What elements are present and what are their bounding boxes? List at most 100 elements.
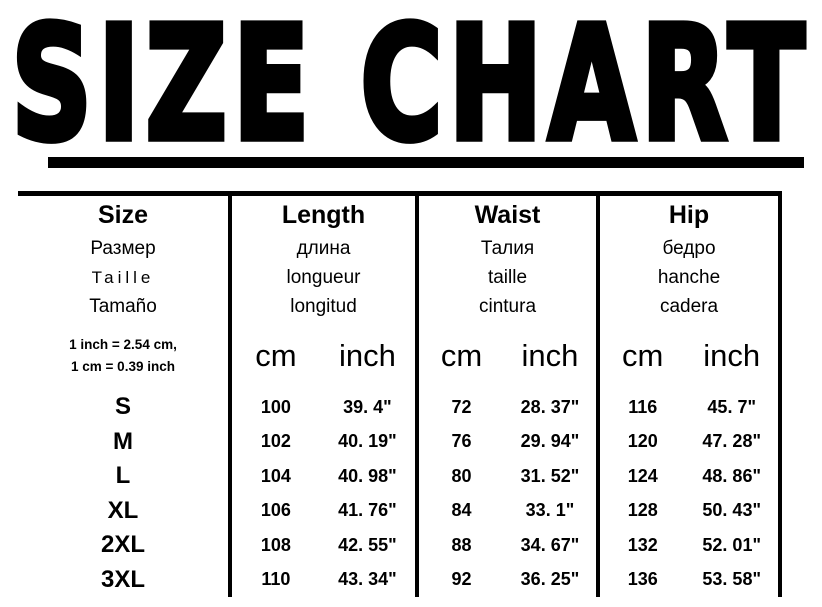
column-header-size: Size — [97, 200, 149, 229]
size-translation-es: Tamaño — [89, 295, 157, 317]
waist-cm-value: 72 — [451, 396, 472, 417]
waist-translation-es: cintura — [478, 295, 537, 317]
hip-inch-value: 50. 43" — [702, 500, 761, 521]
cm-unit-label: cm — [622, 337, 664, 373]
table-row: M — [18, 425, 228, 460]
length-translation-es: longitud — [290, 295, 357, 317]
table-row: 106 41. 76" — [232, 494, 415, 529]
table-row: 3XL — [18, 563, 228, 598]
waist-cm-value: 80 — [451, 465, 472, 486]
waist-unit-row: cm inch — [419, 321, 596, 390]
hip-inch-value: 53. 58" — [702, 569, 761, 590]
hip-translation-fr: hanche — [657, 266, 721, 288]
hip-cm-value: 128 — [627, 500, 658, 521]
table-row: 88 34. 67" — [419, 528, 596, 563]
size-table: Size Размер Taille Tamaño 1 inch = 2.54 … — [18, 191, 782, 597]
hip-inch-value: 52. 01" — [702, 534, 761, 555]
table-row: 108 42. 55" — [232, 528, 415, 563]
waist-inch-value: 31. 52" — [520, 465, 580, 486]
cm-unit-label: cm — [440, 337, 483, 373]
cm-unit-label: cm — [255, 337, 297, 373]
conversion-note-line2: 1 cm = 0.39 inch — [71, 358, 175, 374]
length-cm-value: 100 — [260, 396, 291, 417]
table-row: 2XL — [18, 528, 228, 563]
length-inch-value: 39. 4" — [343, 396, 392, 417]
column-header-waist: Waist — [474, 200, 541, 229]
size-cell: L — [115, 462, 131, 490]
table-row: 92 36. 25" — [419, 563, 596, 598]
column-header-hip: Hip — [668, 200, 710, 229]
inch-unit-label: inch — [338, 337, 396, 373]
column-hip: Hip бедро hanche cadera cm inch 116 45. … — [596, 196, 782, 597]
title-underline-rule — [48, 157, 804, 168]
length-inch-value: 42. 55" — [338, 534, 397, 555]
size-cell: XL — [107, 496, 139, 524]
column-header-length: Length — [281, 200, 366, 229]
hip-inch-value: 48. 86" — [702, 465, 761, 486]
length-unit-row: cm inch — [232, 321, 415, 390]
hip-cm-value: 132 — [627, 534, 658, 555]
hip-translation-ru: бедро — [662, 237, 716, 259]
length-translation-ru: длина — [296, 237, 351, 259]
column-size: Size Размер Taille Tamaño 1 inch = 2.54 … — [18, 196, 228, 597]
hip-cm-value: 116 — [628, 396, 658, 417]
waist-translation-ru: Талия — [480, 237, 535, 259]
table-row: 76 29. 94" — [419, 425, 596, 460]
table-row: 100 39. 4" — [232, 390, 415, 425]
length-cm-value: 106 — [260, 500, 291, 521]
waist-inch-value: 34. 67" — [520, 534, 580, 555]
table-row: 84 33. 1" — [419, 494, 596, 529]
table-row: 80 31. 52" — [419, 459, 596, 494]
title-area: SIZE CHART — [0, 3, 822, 167]
table-row: 110 43. 34" — [232, 563, 415, 598]
size-cell: 2XL — [100, 531, 145, 559]
table-row: 120 47. 28" — [600, 425, 778, 460]
page-title: SIZE CHART — [9, 0, 811, 176]
hip-translation-es: cadera — [659, 295, 719, 317]
waist-cm-value: 92 — [451, 569, 472, 590]
table-row: 72 28. 37" — [419, 390, 596, 425]
length-cm-value: 108 — [260, 534, 291, 555]
length-inch-value: 41. 76" — [338, 500, 397, 521]
length-translation-fr: longueur — [286, 266, 361, 288]
table-row: 136 53. 58" — [600, 563, 778, 598]
waist-inch-value: 36. 25" — [520, 569, 580, 590]
length-inch-value: 43. 34" — [338, 569, 397, 590]
size-cell: S — [114, 393, 131, 421]
column-length: Length длина longueur longitud cm inch 1… — [228, 196, 415, 597]
column-waist: Waist Талия taille cintura cm inch 72 28… — [415, 196, 596, 597]
size-cell: M — [113, 427, 133, 455]
table-row: 102 40. 19" — [232, 425, 415, 460]
hip-cm-value: 124 — [627, 465, 658, 486]
inch-unit-label: inch — [703, 337, 761, 373]
table-row: L — [18, 459, 228, 494]
hip-inch-value: 45. 7" — [707, 396, 756, 417]
table-row: 124 48. 86" — [600, 459, 778, 494]
length-cm-value: 110 — [261, 569, 291, 590]
waist-inch-value: 33. 1" — [525, 500, 575, 521]
length-cm-value: 104 — [260, 465, 291, 486]
table-row: 116 45. 7" — [600, 390, 778, 425]
size-translation-ru: Размер — [90, 237, 156, 259]
table-row: XL — [18, 494, 228, 529]
table-row: 132 52. 01" — [600, 528, 778, 563]
hip-inch-value: 47. 28" — [702, 431, 761, 452]
size-translation-fr: Taille — [91, 267, 155, 287]
hip-unit-row: cm inch — [600, 321, 778, 390]
hip-cm-value: 120 — [627, 431, 658, 452]
table-row: 104 40. 98" — [232, 459, 415, 494]
inch-unit-label: inch — [521, 337, 579, 373]
waist-cm-value: 84 — [451, 500, 472, 521]
waist-translation-fr: taille — [487, 266, 528, 288]
size-cell: 3XL — [100, 565, 145, 593]
conversion-note-line1: 1 inch = 2.54 cm, — [69, 336, 177, 352]
waist-cm-value: 88 — [451, 534, 472, 555]
table-row: 128 50. 43" — [600, 494, 778, 529]
length-inch-value: 40. 19" — [338, 431, 397, 452]
waist-cm-value: 76 — [451, 431, 472, 452]
hip-cm-value: 136 — [627, 569, 658, 590]
length-inch-value: 40. 98" — [338, 465, 397, 486]
waist-inch-value: 29. 94" — [520, 431, 580, 452]
length-cm-value: 102 — [260, 431, 291, 452]
